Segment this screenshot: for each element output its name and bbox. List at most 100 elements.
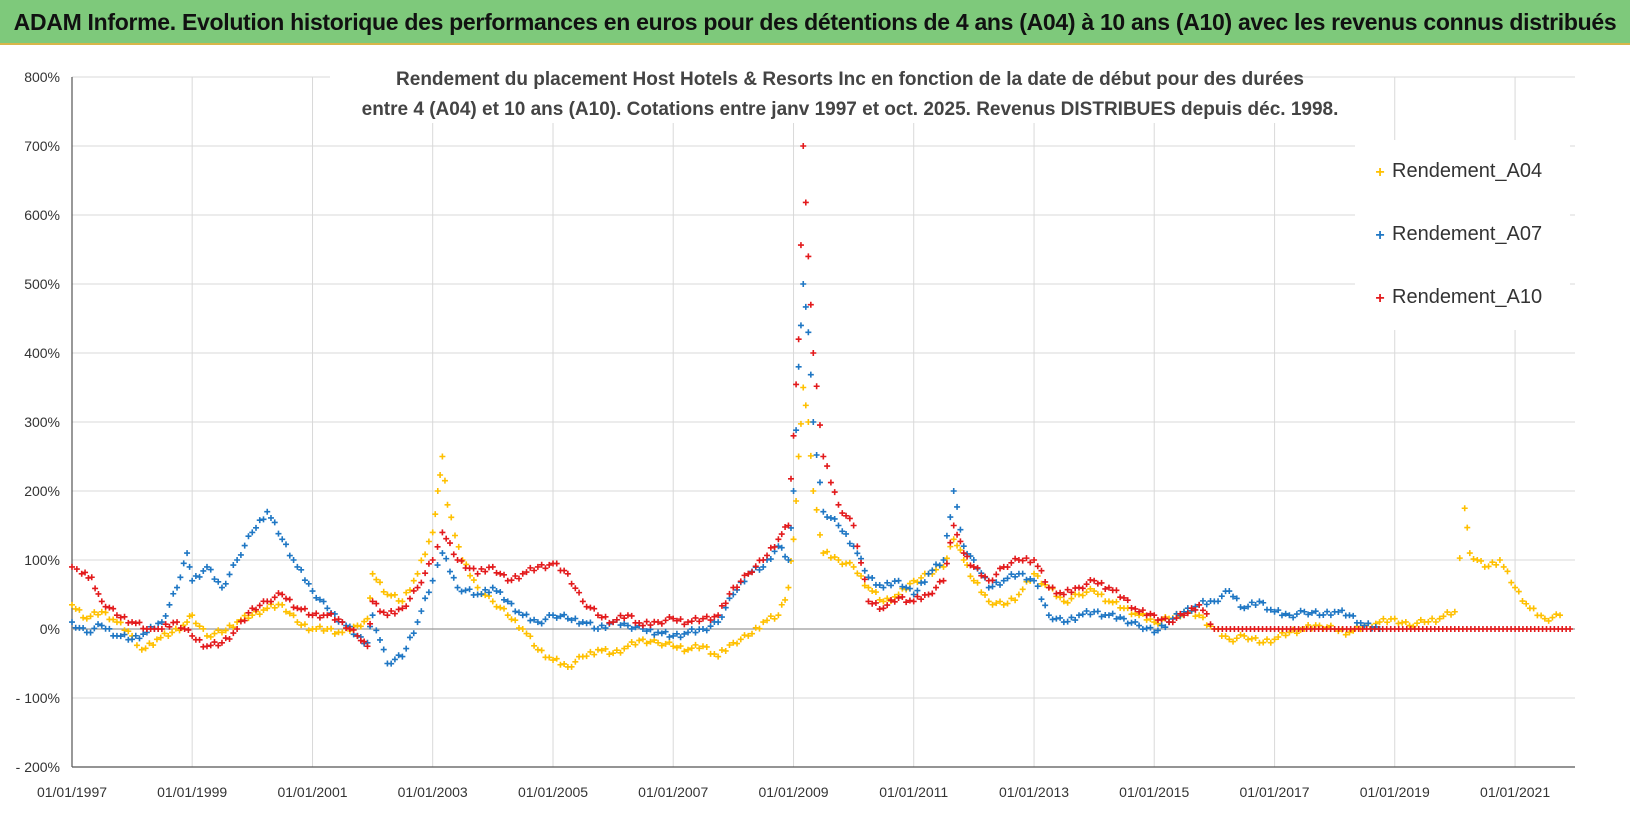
data-point (1391, 615, 1398, 622)
data-point (903, 584, 910, 591)
data-point (446, 568, 453, 575)
data-point (602, 613, 609, 620)
data-point (298, 566, 305, 573)
data-point (594, 626, 601, 632)
data-point (98, 622, 105, 629)
data-point (711, 613, 718, 620)
data-point (1004, 575, 1011, 582)
data-point (434, 562, 441, 569)
data-point (357, 623, 364, 630)
data-point (174, 584, 181, 591)
data-point (200, 625, 207, 632)
x-tick-label: 01/01/2017 (1240, 784, 1310, 800)
data-point (403, 603, 410, 610)
data-point (1218, 593, 1225, 600)
data-point (550, 612, 557, 619)
data-point (658, 620, 665, 627)
data-point (778, 601, 785, 608)
data-point (1147, 610, 1154, 617)
data-point (943, 532, 950, 539)
data-point (309, 612, 316, 619)
data-point (1019, 557, 1026, 564)
data-point (380, 646, 387, 653)
data-point (940, 577, 947, 584)
data-point (185, 626, 192, 633)
data-point (854, 570, 861, 577)
data-point (1478, 557, 1485, 564)
data-point (982, 573, 989, 580)
data-point (515, 609, 522, 616)
data-point (1083, 581, 1090, 588)
data-point (1305, 622, 1312, 629)
data-point (1188, 605, 1195, 612)
legend-marker-a07: + (1375, 227, 1384, 244)
y-tick-label: - 200% (16, 759, 60, 775)
data-point (1154, 627, 1161, 634)
data-point (443, 555, 450, 562)
data-point (406, 587, 413, 594)
data-point (132, 632, 139, 639)
data-point (1162, 624, 1169, 631)
data-point (177, 625, 184, 632)
data-point (639, 636, 646, 643)
data-point (621, 620, 628, 627)
data-point (515, 575, 522, 582)
data-point (1233, 595, 1240, 602)
data-point (1500, 563, 1507, 570)
legend-item-a10: + Rendement_A10 (1375, 286, 1542, 308)
data-point (230, 562, 237, 569)
chart-title-line-1: Rendement du placement Host Hotels & Res… (396, 69, 1304, 90)
data-point (454, 584, 461, 591)
data-point (752, 624, 759, 631)
data-point (835, 522, 842, 529)
data-point (884, 595, 891, 602)
data-point (523, 569, 530, 576)
data-point (313, 610, 320, 617)
data-point (835, 501, 842, 508)
data-point (572, 658, 579, 665)
data-point (121, 613, 128, 620)
data-point (802, 199, 809, 206)
data-point (807, 371, 814, 378)
data-point (918, 574, 925, 581)
data-point (192, 573, 199, 580)
data-point (489, 598, 496, 605)
data-point (722, 600, 729, 607)
data-point (76, 606, 83, 613)
data-point (388, 607, 395, 614)
data-point (824, 514, 831, 521)
data-point (422, 595, 429, 602)
data-point (207, 642, 214, 649)
data-point (790, 536, 797, 543)
data-point (504, 598, 511, 605)
data-point (414, 619, 421, 626)
data-point (150, 642, 157, 649)
data-point (1181, 612, 1188, 619)
data-point (1260, 639, 1267, 646)
data-point (184, 550, 191, 557)
data-point (824, 548, 831, 555)
data-point (406, 634, 413, 641)
data-point (688, 645, 695, 652)
data-point (1376, 619, 1383, 626)
data-point (538, 561, 545, 568)
data-point (290, 604, 297, 611)
data-point (1414, 620, 1421, 627)
data-point (501, 571, 508, 578)
data-point (313, 594, 320, 601)
data-point (339, 629, 346, 636)
data-point (320, 598, 327, 605)
data-point (82, 569, 89, 576)
data-point (662, 617, 669, 624)
data-point (69, 563, 75, 570)
data-point (843, 530, 850, 537)
data-point (466, 586, 473, 593)
data-point (432, 511, 439, 518)
data-point (523, 611, 530, 618)
data-point (587, 604, 594, 611)
data-point (553, 560, 560, 567)
data-point (797, 322, 804, 329)
data-point (290, 612, 297, 619)
data-point (102, 609, 109, 616)
data-point (940, 557, 947, 563)
